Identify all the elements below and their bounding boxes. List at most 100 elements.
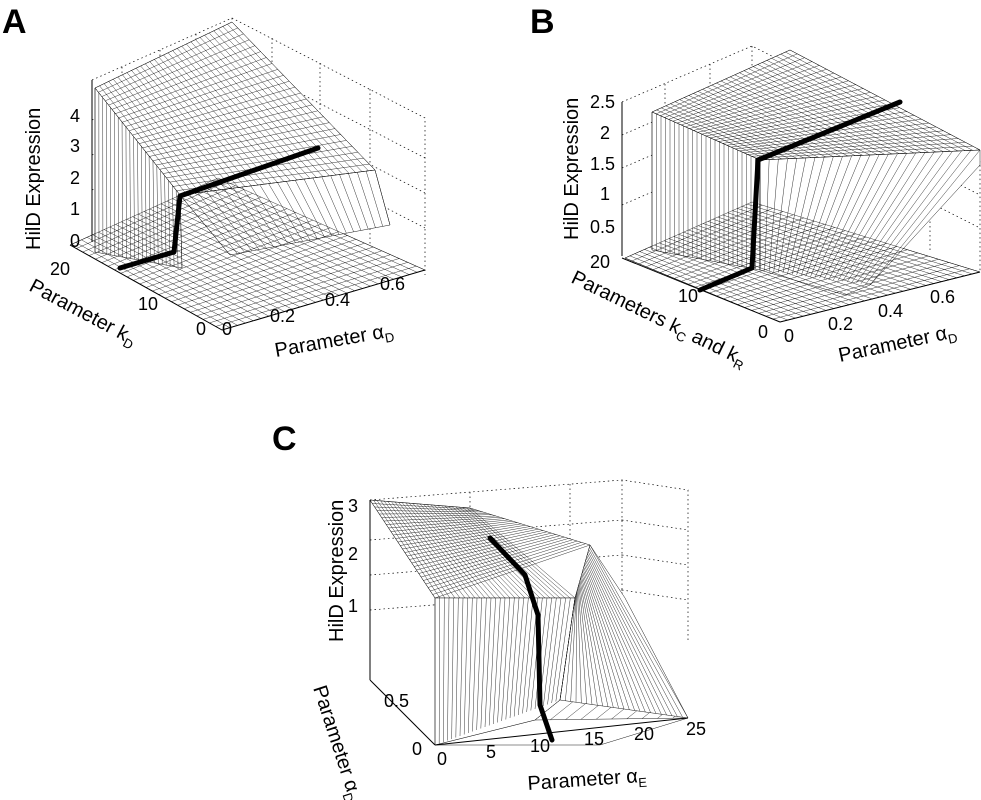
panel-a-mesh-line xyxy=(183,246,374,309)
panel-a-mesh-line xyxy=(126,72,226,190)
panel-a-mesh-line xyxy=(82,185,236,253)
panel-a-mesh-line xyxy=(88,189,244,256)
panel-c-mesh-line xyxy=(657,714,663,719)
panel-b-label: B xyxy=(530,3,555,41)
panel-c-mesh-line xyxy=(387,501,461,599)
panel-c-mesh-line xyxy=(423,504,511,599)
panel-a-mesh-line xyxy=(164,235,348,299)
panel-b-mesh-line xyxy=(823,154,889,279)
panel-a-mesh-line xyxy=(209,32,343,175)
panel-a: A xyxy=(2,3,426,362)
panel-c-mesh-line xyxy=(575,591,578,703)
panel-b-mesh-line xyxy=(639,208,773,265)
panel-a-mesh-line xyxy=(339,174,362,231)
panel-c-mesh-line xyxy=(444,505,541,599)
panel-a-mesh-line xyxy=(139,98,307,144)
panel-c-mesh-line xyxy=(577,586,587,704)
panel-a-mesh-line xyxy=(108,81,200,193)
panel-c-mesh-line xyxy=(565,595,576,701)
panel-b-mesh-line xyxy=(664,61,812,118)
panel-a-x-tick-04: 0.4 xyxy=(325,290,350,310)
panel-c-mesh-line xyxy=(484,597,492,728)
panel-c-highlight-curve xyxy=(487,535,555,743)
panel-a-mesh-line xyxy=(117,117,119,257)
panel-c-z-label: HilD Expression xyxy=(326,500,348,642)
panel-b-mesh-line xyxy=(685,80,849,127)
panel-c-mesh-line xyxy=(582,571,625,710)
panel-c-mesh-line xyxy=(580,578,609,707)
panel-b-mesh-line xyxy=(764,159,770,271)
panel-a-mesh-line xyxy=(172,50,291,181)
panel-c-mesh-line xyxy=(488,597,496,726)
panel-b-mesh-line xyxy=(722,115,915,144)
panel-c-mesh-line xyxy=(565,703,586,720)
panel-b-x-tick-0: 0 xyxy=(784,326,794,346)
panel-c-mesh-line xyxy=(400,524,526,546)
panel-a-mesh-line xyxy=(177,48,298,181)
panel-b-mesh-line xyxy=(667,220,815,276)
panel-b-mesh-line xyxy=(624,201,753,259)
panel-c-mesh-line xyxy=(437,505,531,599)
panel-a-mesh-line xyxy=(158,231,339,295)
panel-a-mesh-line xyxy=(94,21,233,89)
panel-c-mesh-line xyxy=(543,597,557,707)
panel-a-mesh-line xyxy=(141,146,143,261)
panel-c-x-tick-0: 0 xyxy=(437,749,447,769)
panel-b-x-tick-04: 0.4 xyxy=(878,301,903,321)
panel-c-mesh-line xyxy=(390,519,509,532)
panel-a-mesh-line xyxy=(149,116,324,157)
panel-c-mesh-line xyxy=(587,551,673,716)
panel-a-mesh-line xyxy=(277,182,311,241)
panel-c-mesh-line xyxy=(386,517,501,525)
panel-a-mesh-line xyxy=(142,104,313,149)
panel-a-mesh-line xyxy=(197,192,245,253)
panel-b-mesh-line xyxy=(656,53,798,115)
panel-c-mesh-line xyxy=(584,564,641,712)
panel-b-z-tick-15: 1.5 xyxy=(590,154,615,174)
panel-a-mesh-line xyxy=(133,136,135,260)
panel-b-mesh-line xyxy=(765,265,960,317)
panel-b-mesh-line xyxy=(646,211,784,267)
panel-c-mesh-line xyxy=(577,589,582,704)
panel-c-mesh-line xyxy=(443,597,445,743)
panel-b-mesh-line xyxy=(772,268,970,320)
panel-a-mesh-line xyxy=(122,74,220,191)
panel-a-z-tick-4: 4 xyxy=(70,106,80,126)
panel-c-mesh-line xyxy=(407,528,539,557)
panel-a-mesh-line xyxy=(114,204,279,270)
panel-c-x-tick-20: 20 xyxy=(634,724,654,744)
panel-a-mesh-line xyxy=(286,181,318,239)
panel-c-mesh-line xyxy=(581,575,614,708)
panel-c-x-tick-10: 10 xyxy=(530,736,550,756)
panel-c-mesh-line xyxy=(518,597,529,716)
panel-a-mesh-line xyxy=(259,184,296,243)
panel-b: B 0.5 1 xyxy=(530,3,981,373)
panel-a-mesh-line xyxy=(222,26,363,172)
panel-c: C 1 2 3 0.5 xyxy=(272,420,706,800)
panel-c-mesh-line xyxy=(391,501,466,599)
panel-c-mesh-line xyxy=(589,547,683,718)
panel-b-mesh-line xyxy=(681,76,842,126)
panel-c-mesh-line xyxy=(434,544,591,599)
panel-b-mesh-line xyxy=(709,239,877,294)
panel-a-highlight-curve xyxy=(117,145,321,271)
panel-b-mesh-line xyxy=(773,158,788,272)
panel-a-mesh-line xyxy=(177,242,365,306)
panel-c-mesh-line xyxy=(373,500,441,599)
panel-b-mesh-line xyxy=(828,153,898,280)
panel-a-mesh-line xyxy=(215,190,260,250)
panel-c-mesh-line xyxy=(416,503,501,599)
panel-a-mesh-line xyxy=(312,177,340,235)
panel-a-mesh-line xyxy=(190,250,382,313)
panel-c-mesh-line xyxy=(421,536,565,578)
panel-c-mesh-line xyxy=(476,597,482,731)
panel-c-mesh-line xyxy=(418,535,561,574)
panel-a-label: A xyxy=(2,3,27,41)
panel-c-mesh-line xyxy=(395,522,518,539)
panel-c-mesh-line xyxy=(587,553,667,716)
panel-b-y-tick-10: 10 xyxy=(678,286,698,306)
panel-a-mesh-line xyxy=(131,70,233,189)
panel-c-mesh-line xyxy=(585,560,651,713)
panel-b-mesh-line xyxy=(689,84,856,129)
panel-c-x-tick-5: 5 xyxy=(486,742,496,762)
